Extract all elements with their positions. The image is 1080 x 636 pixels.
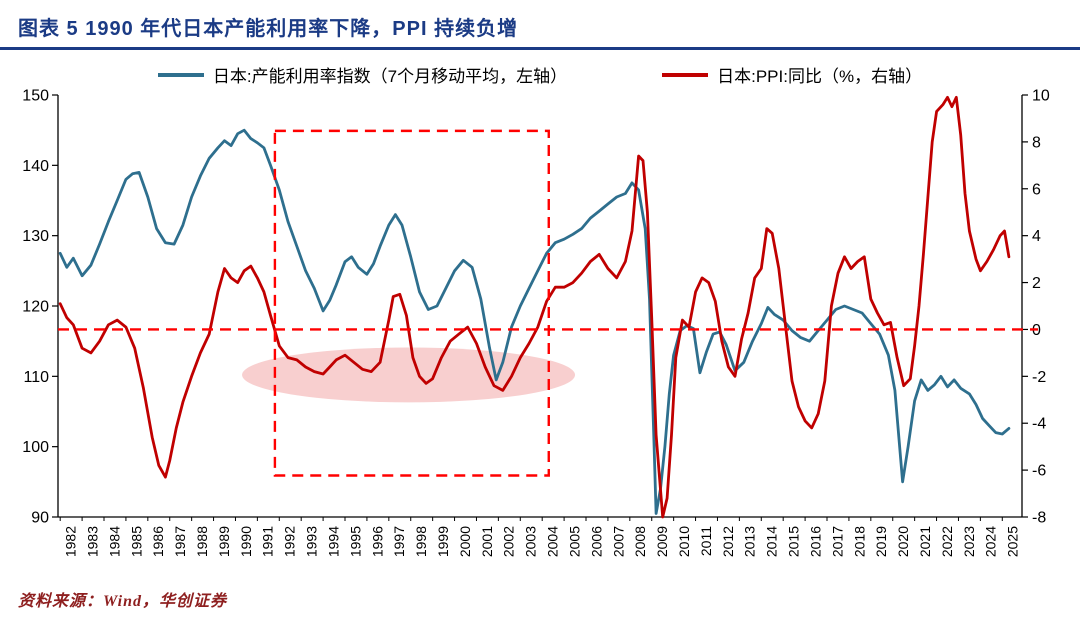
x-tick-label: 2002 <box>501 526 517 557</box>
x-tick-label: 2015 <box>786 526 802 557</box>
x-tick-label: 2016 <box>807 526 823 557</box>
right-tick-label: -8 <box>1032 510 1046 527</box>
x-tick-label: 2012 <box>720 526 736 557</box>
left-tick-label: 150 <box>22 88 49 105</box>
x-tick-label: 1982 <box>63 526 79 557</box>
x-tick-label: 1987 <box>172 526 188 557</box>
x-tick-label: 2020 <box>895 526 911 557</box>
right-tick-label: -4 <box>1032 416 1046 433</box>
right-tick-label: 6 <box>1032 181 1041 198</box>
figure-title: 图表 5 1990 年代日本产能利用率下降，PPI 持续负增 <box>18 18 519 40</box>
x-tick-label: 2000 <box>457 526 473 557</box>
x-tick-label: 2008 <box>632 526 648 557</box>
x-tick-label: 2021 <box>917 526 933 557</box>
x-tick-label: 1990 <box>238 526 254 557</box>
legend-line-blue-icon <box>157 72 204 77</box>
x-tick-label: 1984 <box>106 526 122 557</box>
line-chart: 90100110120130140150-8-6-4-2024681019821… <box>22 88 1050 558</box>
x-tick-label: 2001 <box>479 526 495 557</box>
x-tick-label: 1997 <box>391 526 407 557</box>
right-tick-label: 8 <box>1032 134 1041 151</box>
x-tick-label: 1999 <box>435 526 451 557</box>
x-tick-label: 2013 <box>742 526 758 557</box>
x-tick-label: 1995 <box>347 526 363 557</box>
x-tick-label: 1998 <box>413 526 429 557</box>
x-tick-label: 2022 <box>939 526 955 557</box>
right-tick-label: -2 <box>1032 369 1046 386</box>
figure-header: 图表 5 1990 年代日本产能利用率下降，PPI 持续负增 <box>0 0 1080 50</box>
x-tick-label: 2023 <box>961 526 977 557</box>
x-tick-label: 2019 <box>873 526 889 557</box>
x-tick-label: 2014 <box>764 526 780 557</box>
x-tick-label: 1991 <box>260 526 276 557</box>
capacity-line <box>58 128 1011 515</box>
legend-item-capacity: 日本:产能利用率指数（7个月移动平均，左轴） <box>157 62 568 87</box>
left-tick-label: 130 <box>22 228 49 245</box>
x-tick-label: 2005 <box>566 526 582 557</box>
x-tick-label: 2003 <box>523 526 539 557</box>
x-tick-label: 1996 <box>369 526 385 557</box>
right-tick-label: -6 <box>1032 463 1046 480</box>
x-tick-label: 2006 <box>588 526 604 557</box>
source-note: 资料来源：Wind，华创证券 <box>18 593 227 610</box>
left-tick-label: 90 <box>31 510 49 527</box>
x-tick-label: 1993 <box>304 526 320 557</box>
x-tick-label: 2024 <box>983 526 999 557</box>
x-tick-label: 1985 <box>128 526 144 557</box>
left-tick-label: 100 <box>22 439 49 456</box>
ppi-line <box>58 95 1011 519</box>
right-tick-label: 4 <box>1032 228 1041 245</box>
x-tick-label: 2009 <box>654 526 670 557</box>
right-tick-label: 10 <box>1032 88 1050 105</box>
legend-label-ppi: 日本:PPI:同比（%，右轴） <box>717 67 923 86</box>
chart-legend: 日本:产能利用率指数（7个月移动平均，左轴） 日本:PPI:同比（%，右轴） <box>0 62 1080 87</box>
left-tick-label: 110 <box>23 369 49 386</box>
x-tick-label: 2018 <box>851 526 867 557</box>
legend-line-red-icon <box>662 72 709 77</box>
x-tick-label: 1989 <box>216 526 232 557</box>
x-tick-label: 2010 <box>676 526 692 557</box>
x-tick-label: 2011 <box>698 526 714 556</box>
legend-label-capacity: 日本:产能利用率指数（7个月移动平均，左轴） <box>212 67 568 86</box>
x-tick-label: 1986 <box>150 526 166 557</box>
highlight-ellipse <box>242 347 576 403</box>
x-tick-label: 2025 <box>1005 526 1021 557</box>
x-tick-label: 1983 <box>84 526 100 557</box>
x-tick-label: 2004 <box>545 526 561 557</box>
x-tick-label: 1992 <box>282 526 298 557</box>
x-tick-label: 1988 <box>194 526 210 557</box>
figure-footer: 资料来源：Wind，华创证券 <box>0 579 1080 611</box>
right-tick-label: 2 <box>1032 275 1041 292</box>
left-tick-label: 120 <box>22 299 49 316</box>
x-tick-label: 2007 <box>610 526 626 557</box>
dashed-highlight-box <box>273 129 550 477</box>
legend-item-ppi: 日本:PPI:同比（%，右轴） <box>662 62 922 87</box>
x-tick-label: 2017 <box>829 526 845 557</box>
left-tick-label: 140 <box>22 158 49 175</box>
x-tick-label: 1994 <box>325 526 341 557</box>
